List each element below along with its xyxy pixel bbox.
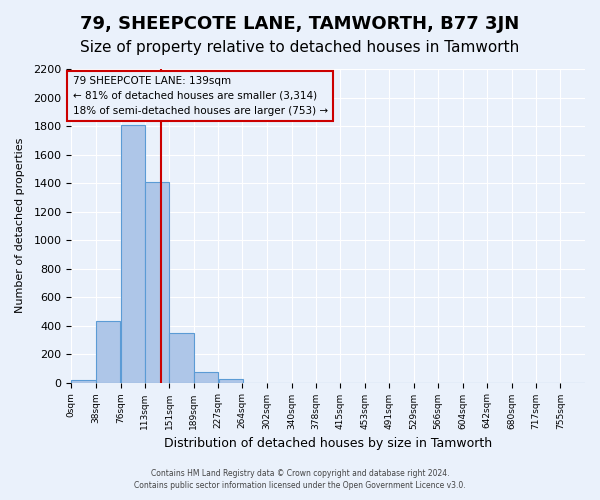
Bar (194, 372, 218, 382)
X-axis label: Distribution of detached houses by size in Tamworth: Distribution of detached houses by size … (164, 437, 492, 450)
Bar (96, 322, 121, 382)
Bar (71, 380, 96, 382)
Text: Size of property relative to detached houses in Tamworth: Size of property relative to detached ho… (80, 40, 520, 55)
Y-axis label: Number of detached properties: Number of detached properties (15, 138, 25, 314)
Bar (121, 124, 145, 382)
Text: 79 SHEEPCOTE LANE: 139sqm
← 81% of detached houses are smaller (3,314)
18% of se: 79 SHEEPCOTE LANE: 139sqm ← 81% of detac… (73, 76, 328, 116)
Bar (218, 379, 243, 382)
Text: 79, SHEEPCOTE LANE, TAMWORTH, B77 3JN: 79, SHEEPCOTE LANE, TAMWORTH, B77 3JN (80, 15, 520, 33)
Bar (145, 182, 169, 382)
Text: Contains HM Land Registry data © Crown copyright and database right 2024.
Contai: Contains HM Land Registry data © Crown c… (134, 468, 466, 490)
Bar (169, 332, 194, 382)
